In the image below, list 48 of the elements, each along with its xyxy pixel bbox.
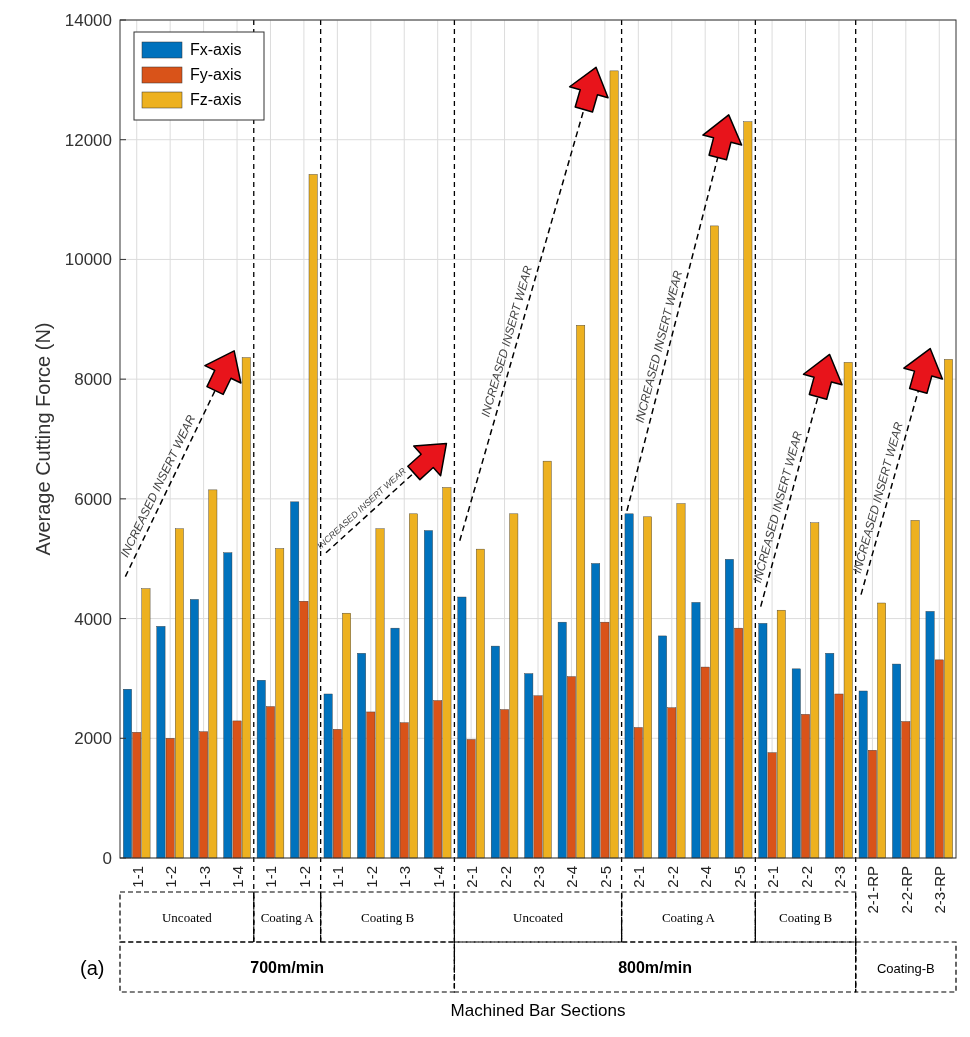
text: 800m/min <box>618 959 692 976</box>
y-tick-label: 2000 <box>74 729 112 749</box>
x-tick-label: 1-1 <box>329 866 347 888</box>
x-tick-label: 2-1-RP <box>864 866 882 914</box>
text: Coating A <box>260 910 315 925</box>
text: (a) <box>80 957 105 979</box>
text: 700m/min <box>250 959 325 976</box>
x-tick-label: 1-4 <box>229 866 247 888</box>
y-tick-label: 14000 <box>64 10 112 30</box>
x-tick-label: 2-4 <box>563 866 581 888</box>
x-tick-label: 2-3 <box>530 866 547 888</box>
x-tick-label: 2-2 <box>496 866 514 888</box>
y-tick-label: 6000 <box>74 489 112 509</box>
x-tick-label: 2-1 <box>463 866 481 888</box>
legend-label: Fx-axis <box>190 41 242 58</box>
x-tick-label: 2-2 <box>797 866 815 888</box>
x-tick-label: 1-2 <box>162 866 180 888</box>
text: Uncoated <box>161 910 213 925</box>
x-tick-label: 2-5 <box>730 866 748 888</box>
y-tick-label: 4000 <box>74 609 112 629</box>
x-tick-label: 2-4 <box>697 866 715 888</box>
text: Coating B <box>778 910 833 925</box>
x-tick-label: 1-1 <box>128 866 146 888</box>
x-tick-label: 1-2 <box>362 866 380 888</box>
legend-label: Fy-axis <box>190 66 242 83</box>
text: Coating B <box>360 910 415 925</box>
y-tick-label: 12000 <box>64 130 112 150</box>
x-tick-label: 2-1 <box>630 866 648 888</box>
x-tick-label: 1-2 <box>295 866 313 888</box>
text: Machined Bar Sections <box>450 1001 626 1020</box>
text: Coating A <box>661 910 716 925</box>
x-tick-label: 2-2-RP <box>897 866 915 914</box>
x-tick-label: 1-1 <box>262 866 280 888</box>
text: Coating-B <box>876 961 935 976</box>
legend-label: Fz-axis <box>190 91 242 108</box>
x-tick-label: 1-3 <box>396 866 414 888</box>
y-tick-label: 8000 <box>74 370 112 390</box>
y-tick-label: 0 <box>102 848 112 868</box>
x-tick-label: 2-1 <box>764 866 782 888</box>
x-tick-label: 2-2 <box>663 866 681 888</box>
x-tick-label: 1-3 <box>195 866 213 888</box>
y-tick-label: 10000 <box>64 250 112 270</box>
y-axis-title: Average Cutting Force (N) <box>32 322 54 556</box>
x-tick-label: 2-3 <box>830 866 848 888</box>
text: Uncoated <box>513 910 564 925</box>
x-tick-label: 1-4 <box>429 866 447 888</box>
x-tick-label: 2-3-RP <box>931 866 949 914</box>
x-tick-label: 2-5 <box>596 866 614 888</box>
